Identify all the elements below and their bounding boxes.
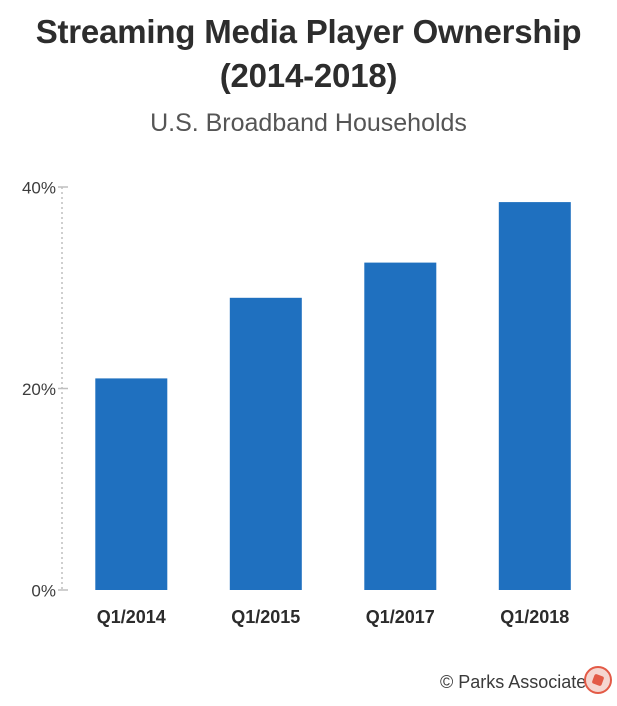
bar	[95, 378, 168, 590]
watermark-seal	[584, 666, 612, 694]
source-credit: © Parks Associates	[440, 672, 590, 692]
bar	[364, 262, 437, 590]
y-axis: 0% 20% 40%	[22, 178, 68, 600]
x-tick-label: Q1/2018	[500, 607, 569, 627]
x-axis: Q1/2014 Q1/2015 Q1/2017 Q1/2018	[97, 607, 570, 627]
y-tick-label: 40%	[22, 178, 56, 197]
y-tick-label: 0%	[31, 581, 56, 600]
y-tick-label: 20%	[22, 380, 56, 399]
chart-subtitle: U.S. Broadband Households	[150, 109, 467, 137]
x-tick-label: Q1/2017	[366, 607, 435, 627]
title-block: Streaming Media Player Ownership (2014-2…	[0, 10, 617, 138]
bar	[498, 202, 571, 590]
bars	[95, 202, 571, 590]
x-tick-label: Q1/2014	[97, 607, 166, 627]
chart-title: Streaming Media Player Ownership (2014-2…	[35, 13, 582, 94]
x-tick-label: Q1/2015	[231, 607, 300, 627]
bar	[229, 297, 302, 590]
